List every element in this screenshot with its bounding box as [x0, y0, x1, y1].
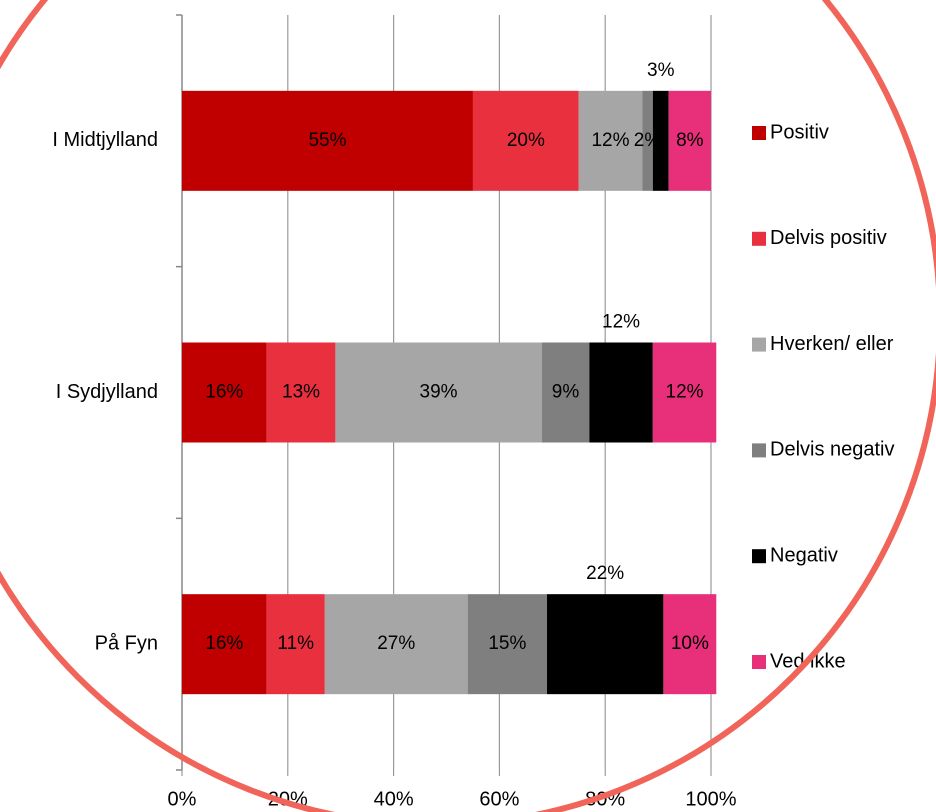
bar-segment — [182, 342, 267, 443]
bar-segment — [663, 594, 717, 695]
x-tick-label: 0% — [168, 788, 197, 810]
x-tick-label: 40% — [374, 788, 414, 810]
bar-segment — [642, 90, 653, 191]
category-label: På Fyn — [95, 632, 158, 654]
legend-label: Hverken/ eller — [770, 333, 894, 355]
bar-segment — [324, 594, 468, 695]
bar-segment — [266, 342, 336, 443]
data-label: 20% — [507, 130, 545, 151]
data-label: 11% — [277, 633, 314, 654]
data-label: 12% — [602, 312, 640, 333]
data-label: 9% — [552, 382, 580, 403]
bar-segment — [266, 594, 325, 695]
bar-segment — [182, 594, 267, 695]
legend-label: Negativ — [770, 544, 838, 566]
legend-label: Positiv — [770, 121, 829, 143]
data-label: 16% — [205, 382, 243, 403]
bar-segment — [578, 90, 643, 191]
bar-segment — [547, 594, 664, 695]
data-label: 8% — [676, 130, 704, 151]
category-label: I Sydjylland — [56, 381, 158, 403]
data-label: 22% — [586, 563, 624, 584]
data-label: 16% — [205, 633, 243, 654]
legend-swatch — [752, 231, 766, 246]
x-tick-label: 60% — [479, 788, 519, 810]
data-label: 12% — [666, 382, 704, 403]
data-label: 13% — [282, 382, 320, 403]
bar-segment — [467, 594, 548, 695]
bar-segment — [652, 90, 669, 191]
bar-segment — [472, 90, 579, 191]
legend-swatch — [752, 337, 766, 352]
data-label: 12% — [591, 130, 629, 151]
bar-segment — [541, 342, 590, 443]
data-label: 15% — [488, 633, 526, 654]
legend-label: Delvis negativ — [770, 439, 895, 461]
data-label: 10% — [671, 633, 709, 654]
category-label: I Midtjylland — [52, 129, 158, 151]
bar-segment — [182, 90, 473, 191]
legend-label: Delvis positiv — [770, 227, 887, 249]
legend-swatch — [752, 443, 766, 458]
bar-segment — [652, 342, 717, 443]
bar-segment — [335, 342, 542, 443]
legend-swatch — [752, 126, 766, 140]
bar-segment — [668, 90, 711, 191]
data-label: 3% — [647, 60, 675, 81]
x-tick-label: 100% — [685, 788, 736, 810]
data-label: 55% — [308, 130, 346, 151]
data-label: 27% — [377, 633, 415, 654]
legend-swatch — [752, 655, 766, 669]
data-label: 39% — [420, 382, 458, 403]
legend-swatch — [752, 549, 766, 564]
bar-segment — [589, 342, 653, 443]
